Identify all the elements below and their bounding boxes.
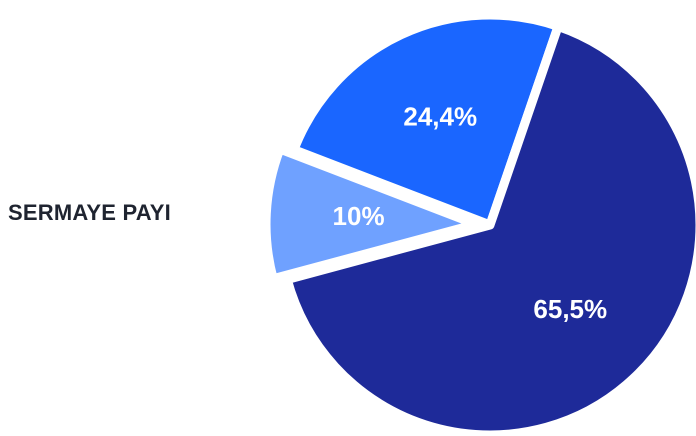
pie-slice [289,10,563,230]
pie-slice [282,21,696,436]
pie-labels: 24,4% 65,5% 10% [333,101,608,323]
slice-value-label: 24,4% [403,101,477,131]
pie-slice [261,144,481,284]
slice-value-label: 65,5% [533,294,607,324]
chart-title: SERMAYE PAYI [8,200,171,225]
slice-value-label: 10% [333,201,385,231]
pie-slices [261,10,696,436]
